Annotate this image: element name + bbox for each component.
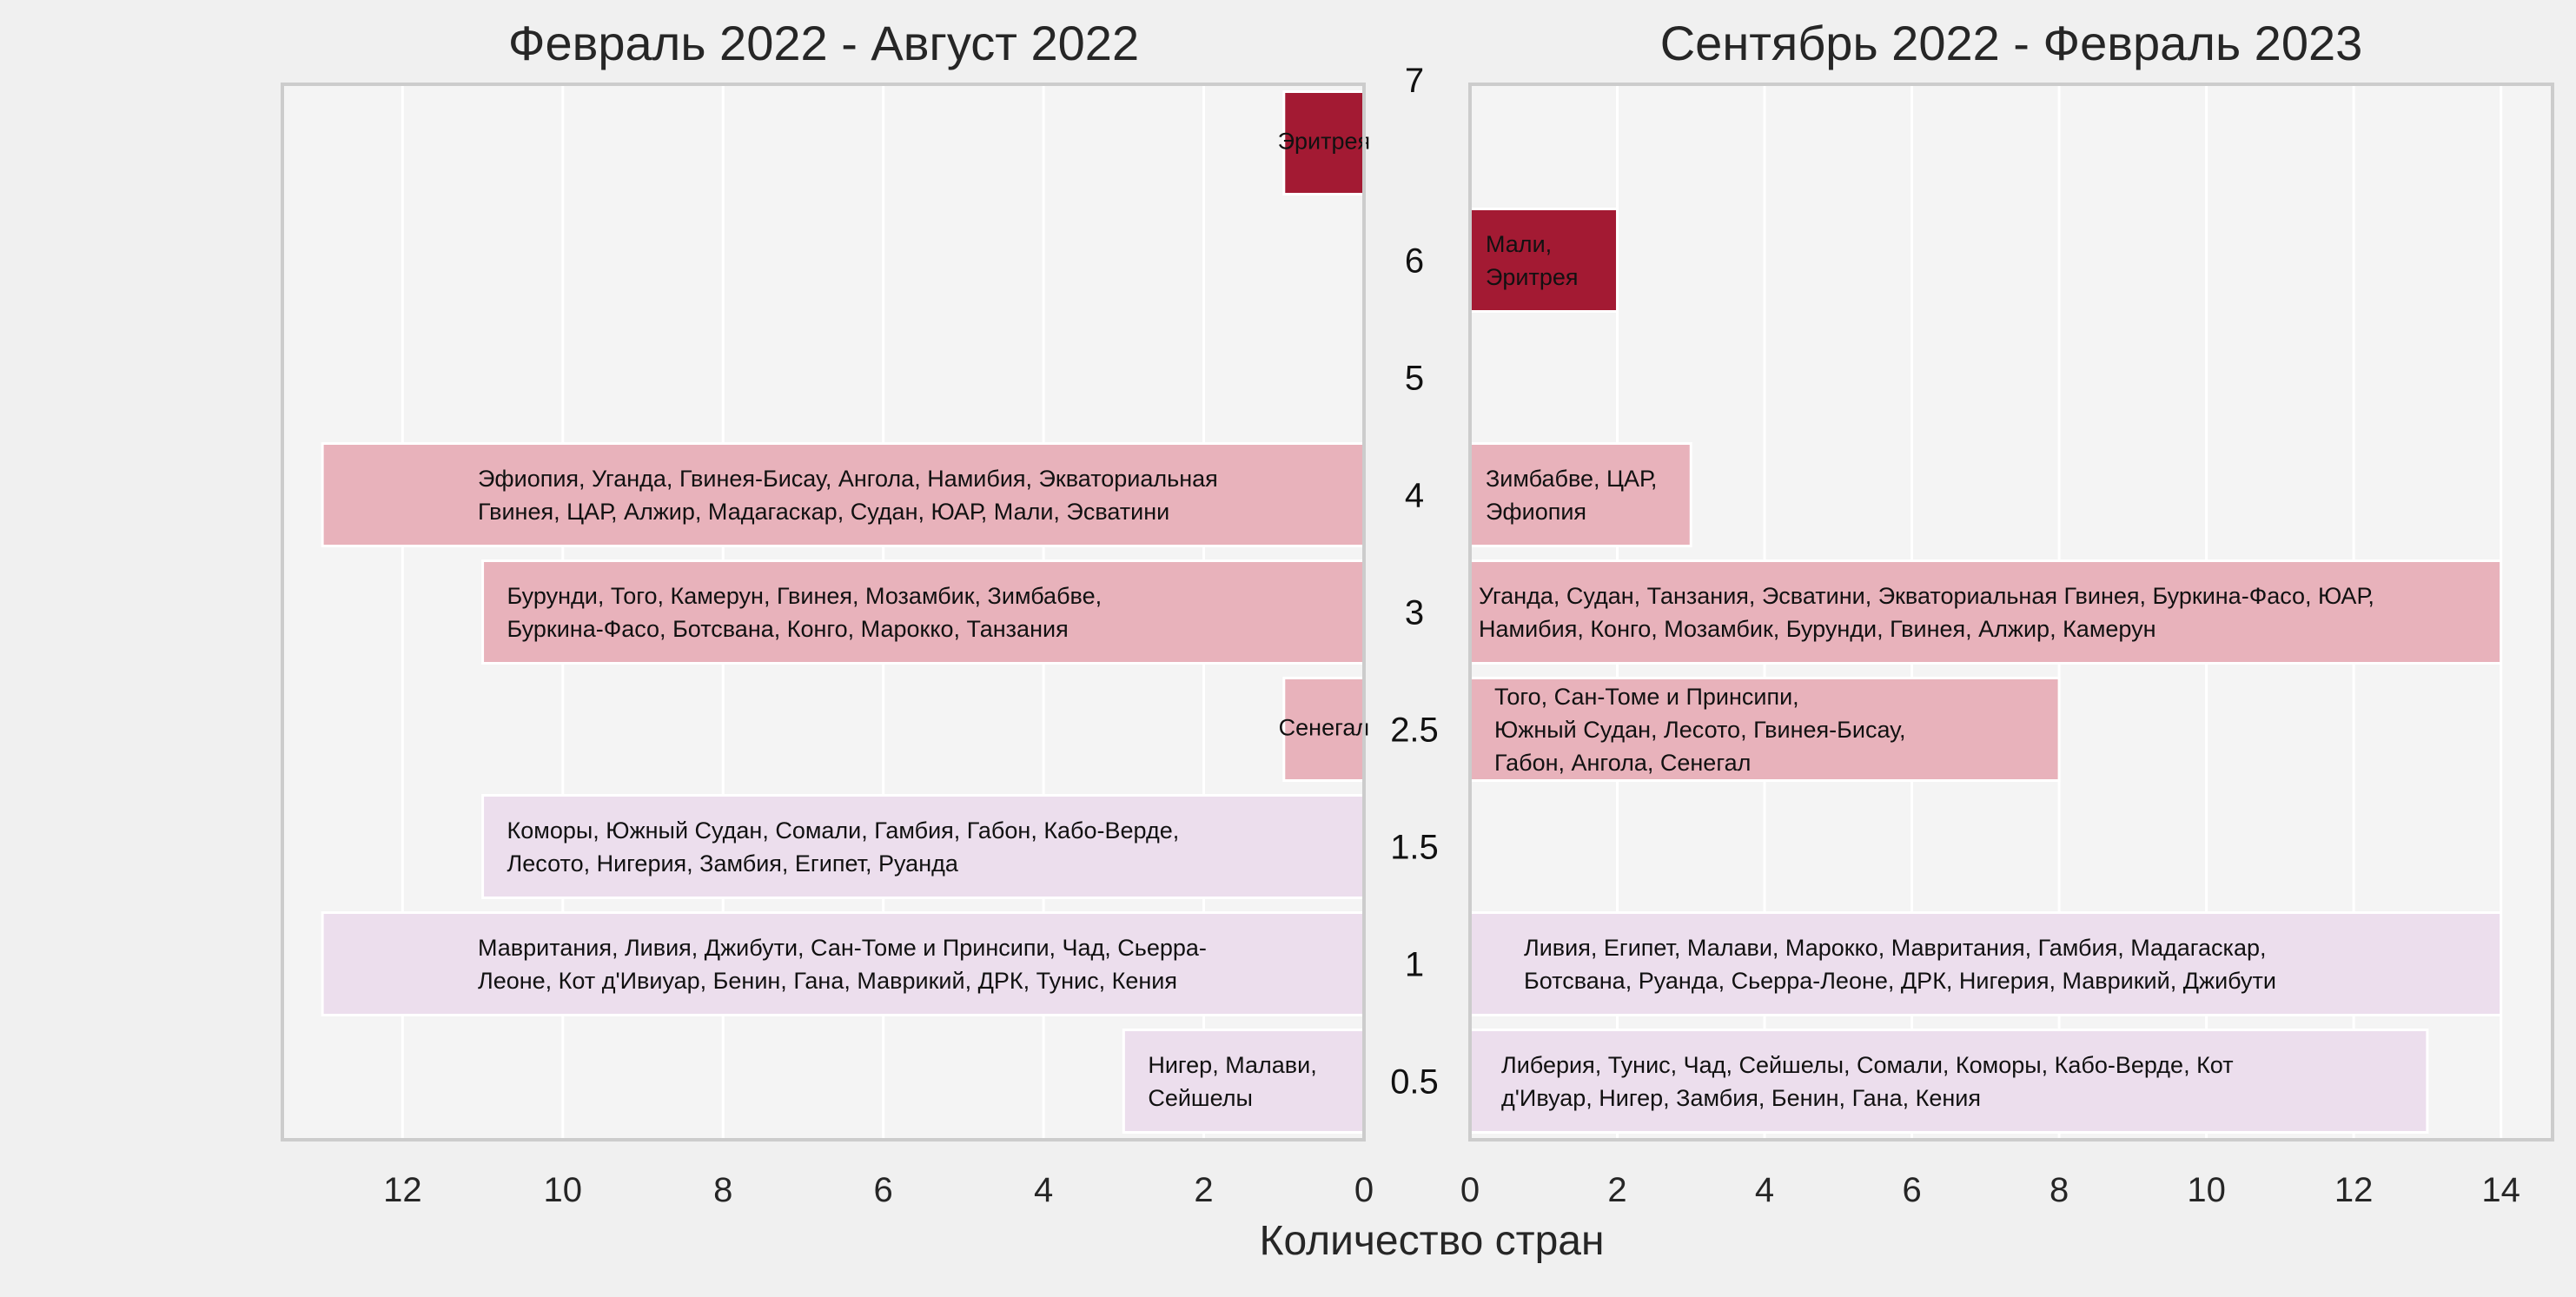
left-bar-label-1-line-2: Леоне, Кот д'Ивиуар, Бенин, Гана, Маврик… bbox=[478, 968, 1177, 994]
right-bar-3 bbox=[1468, 559, 2503, 665]
category-label-0-5: 0.5 bbox=[1390, 1063, 1439, 1102]
category-label-1: 1 bbox=[1405, 946, 1424, 984]
left-plot-frame bbox=[281, 83, 1366, 1141]
right-x-tick-4: 4 bbox=[1755, 1171, 1774, 1209]
left-bar-label-1-line-1: Мавритания, Ливия, Джибути, Сан-Томе и П… bbox=[478, 935, 1207, 961]
left-bars: Эритрея Эфиопия, Уганда, Гвинея-Бисау, Ан… bbox=[321, 90, 1371, 1134]
left-bar-group-1: Мавритания, Ливия, Джибути, Сан-Томе и П… bbox=[321, 911, 1366, 1016]
right-bars: Мали, Эритрея Зимбабве, ЦАР, Эфиопия Уганда,… bbox=[1468, 208, 2503, 1134]
right-x-tick-12: 12 bbox=[2334, 1171, 2374, 1209]
right-bar-6 bbox=[1468, 208, 1619, 313]
right-x-tick-6: 6 bbox=[1902, 1171, 1921, 1209]
left-bar-label-4-line-2: Гвинея, ЦАР, Алжир, Мадагаскар, Судан, Ю… bbox=[478, 499, 1169, 525]
right-bar-label-4-line-2: Эфиопия bbox=[1486, 499, 1586, 525]
left-x-tick-4: 4 bbox=[1034, 1171, 1053, 1209]
left-panel: Эритрея Эфиопия, Уганда, Гвинея-Бисау, Ан… bbox=[281, 16, 1374, 1209]
right-bar-label-2-5-line-2: Южный Судан, Лесото, Гвинея-Бисау, bbox=[1494, 717, 1905, 743]
left-x-tick-2: 2 bbox=[1194, 1171, 1213, 1209]
right-bar-0-5 bbox=[1468, 1029, 2429, 1134]
left-bar-label-7-line-1: Эритрея bbox=[1278, 128, 1371, 154]
right-bar-group-4: Зимбабве, ЦАР, Эфиопия bbox=[1468, 442, 1692, 547]
right-bar-label-2-5-line-3: Габон, Ангола, Сенегал bbox=[1494, 750, 1751, 776]
category-label-5: 5 bbox=[1405, 360, 1424, 398]
left-bar-label-2-5-line-1: Сенегал bbox=[1279, 714, 1369, 740]
right-bar-group-6: Мали, Эритрея bbox=[1468, 208, 1619, 313]
left-panel-title: Февраль 2022 - Август 2022 bbox=[508, 16, 1139, 70]
right-bar-label-3-line-1: Уганда, Судан, Танзания, Эсватини, Экват… bbox=[1479, 583, 2374, 609]
left-x-tick-6: 6 bbox=[874, 1171, 893, 1209]
left-x-tick-10: 10 bbox=[544, 1171, 583, 1209]
right-bar-group-0-5: Либерия, Тунис, Чад, Сейшелы, Сомали, Ко… bbox=[1468, 1029, 2429, 1134]
right-bar-label-1-line-2: Ботсвана, Руанда, Сьерра-Леоне, ДРК, Ниг… bbox=[1524, 968, 2276, 994]
category-label-2-5: 2.5 bbox=[1390, 711, 1439, 750]
left-bar-label-3-line-1: Бурунди, Того, Камерун, Гвинея, Мозамбик… bbox=[507, 583, 1103, 609]
right-bar-label-2-5-line-1: Того, Сан-Томе и Принсипи, bbox=[1494, 684, 1799, 710]
category-label-1-5: 1.5 bbox=[1390, 829, 1439, 867]
right-bar-label-6-line-1: Мали, bbox=[1486, 231, 1552, 257]
left-x-tick-12: 12 bbox=[383, 1171, 422, 1209]
right-bar-group-2-5: Того, Сан-Томе и Принсипи, Южный Судан, Л… bbox=[1468, 677, 2061, 782]
category-labels: 7 6 5 4 3 2.5 1.5 1 0.5 bbox=[1390, 62, 1439, 1102]
category-label-6: 6 bbox=[1405, 242, 1424, 281]
left-bar-group-4: Эфиопия, Уганда, Гвинея-Бисау, Ангола, Н… bbox=[321, 442, 1366, 547]
right-x-tick-2: 2 bbox=[1607, 1171, 1626, 1209]
left-bar-group-1-5: Коморы, Южный Судан, Сомали, Гамбия, Габ… bbox=[481, 794, 1366, 899]
right-x-tick-0: 0 bbox=[1460, 1171, 1480, 1209]
left-bar-1-5 bbox=[481, 794, 1366, 899]
left-bar-group-0-5: Нигер, Малави, Сейшелы bbox=[1122, 1029, 1366, 1134]
left-bar-4 bbox=[321, 442, 1366, 547]
left-x-tick-8: 8 bbox=[713, 1171, 732, 1209]
right-x-tick-10: 10 bbox=[2187, 1171, 2226, 1209]
left-bar-1 bbox=[321, 911, 1366, 1016]
left-bar-3 bbox=[481, 559, 1366, 665]
right-x-ticks: 0 2 4 6 8 10 12 14 bbox=[1460, 1171, 2520, 1209]
left-bar-label-1-5-line-2: Лесото, Нигерия, Замбия, Египет, Руанда bbox=[507, 850, 959, 877]
left-bar-label-1-5-line-1: Коморы, Южный Судан, Сомали, Гамбия, Габ… bbox=[507, 817, 1180, 844]
right-bar-1 bbox=[1468, 911, 2503, 1016]
right-plot-frame bbox=[1468, 83, 2554, 1141]
right-bar-2-5 bbox=[1468, 677, 2061, 782]
right-bar-label-1-line-1: Ливия, Египет, Малави, Марокко, Мавритан… bbox=[1524, 935, 2267, 961]
left-bar-group-7: Эритрея bbox=[1278, 90, 1371, 195]
category-label-7: 7 bbox=[1405, 62, 1424, 100]
right-bar-4 bbox=[1468, 442, 1692, 547]
right-x-tick-14: 14 bbox=[2481, 1171, 2520, 1209]
category-label-3: 3 bbox=[1405, 594, 1424, 632]
x-axis-label: Количество стран bbox=[1260, 1218, 1605, 1264]
left-bar-group-2-5: Сенегал bbox=[1279, 677, 1369, 782]
right-bar-label-0-5-line-2: д'Ивуар, Нигер, Замбия, Бенин, Гана, Кен… bbox=[1501, 1085, 1981, 1111]
left-x-tick-0: 0 bbox=[1354, 1171, 1374, 1209]
right-panel: Мали, Эритрея Зимбабве, ЦАР, Эфиопия Уганда,… bbox=[1460, 16, 2554, 1209]
left-bar-label-4-line-1: Эфиопия, Уганда, Гвинея-Бисау, Ангола, Н… bbox=[478, 466, 1218, 492]
right-x-tick-8: 8 bbox=[2050, 1171, 2069, 1209]
left-bar-group-3: Бурунди, Того, Камерун, Гвинея, Мозамбик… bbox=[481, 559, 1366, 665]
right-bar-label-4-line-1: Зимбабве, ЦАР, bbox=[1486, 466, 1657, 492]
category-label-4: 4 bbox=[1405, 477, 1424, 515]
left-bar-label-0-5-line-1: Нигер, Малави, bbox=[1148, 1052, 1316, 1078]
right-bar-label-0-5-line-1: Либерия, Тунис, Чад, Сейшелы, Сомали, Ко… bbox=[1501, 1052, 2234, 1078]
right-bar-group-1: Ливия, Египет, Малави, Марокко, Мавритан… bbox=[1468, 911, 2503, 1016]
right-panel-title: Сентябрь 2022 - Февраль 2023 bbox=[1660, 16, 2363, 70]
left-bar-label-3-line-2: Буркина-Фасо, Ботсвана, Конго, Марокко, … bbox=[507, 616, 1069, 642]
left-bar-label-0-5-line-2: Сейшелы bbox=[1148, 1085, 1253, 1111]
left-bar-0-5 bbox=[1122, 1029, 1366, 1134]
left-bar-2-5 bbox=[1282, 677, 1366, 782]
right-bar-group-3: Уганда, Судан, Танзания, Эсватини, Экват… bbox=[1468, 559, 2503, 665]
right-bar-label-3-line-2: Намибия, Конго, Мозамбик, Бурунди, Гвине… bbox=[1479, 616, 2156, 642]
right-bar-label-6-line-2: Эритрея bbox=[1486, 264, 1579, 290]
left-x-ticks: 12 10 8 6 4 2 0 bbox=[383, 1171, 1374, 1209]
